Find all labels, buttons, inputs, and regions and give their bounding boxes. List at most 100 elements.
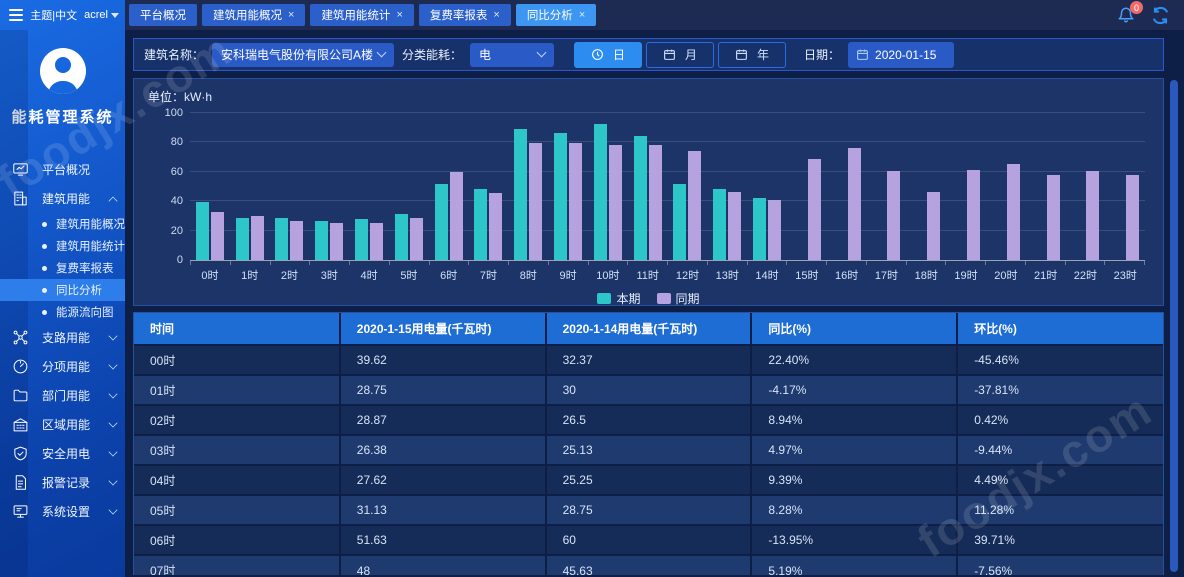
bar-同期-23时[interactable] [1126, 174, 1140, 260]
building-select[interactable]: 安科瑞电气股份有限公司A楼 [212, 42, 395, 67]
bar-同期-3时[interactable] [330, 223, 344, 260]
bar-本期-1时[interactable] [235, 217, 249, 260]
sidebar-item-系统设置[interactable]: 系统设置 [0, 497, 125, 526]
x-axis-label: 8时 [519, 270, 537, 282]
bar-同期-20时[interactable] [1006, 164, 1020, 260]
bar-同期-2时[interactable] [290, 221, 304, 260]
bar-同期-1时[interactable] [250, 215, 264, 260]
sidebar-subitem-建筑用能统计[interactable]: 建筑用能统计 [0, 235, 125, 257]
range-button-月[interactable]: 月 [646, 41, 715, 68]
table-cell: 5.19% [751, 554, 959, 575]
x-axis-label: 18时 [914, 270, 938, 282]
bar-同期-11时[interactable] [648, 144, 662, 260]
x-axis-labels: 0时 1时 2时 3时 4时 5时 6时 7时 8时 9时 10时 11时 12时 13时 14时 15时 16… [190, 267, 1145, 283]
bar-本期-10时[interactable] [593, 124, 607, 260]
bar-本期-4时[interactable] [355, 219, 369, 260]
bar-同期-13时[interactable] [728, 192, 742, 260]
tab-close-icon[interactable]: × [288, 8, 295, 21]
bar-同期-6时[interactable] [449, 171, 463, 260]
tab-close-icon[interactable]: × [493, 8, 500, 21]
user-menu[interactable]: acrel [84, 9, 119, 21]
sidebar-item-分项用能[interactable]: 分项用能 [0, 352, 125, 381]
bar-同期-0时[interactable] [210, 212, 224, 260]
column-header: 2020-1-14用电量(千瓦时) [545, 313, 753, 345]
sidebar-subitem-复费率报表[interactable]: 复费率报表 [0, 257, 125, 279]
bar-group-10时 [588, 113, 628, 260]
energy-type-select[interactable]: 电 [470, 42, 555, 67]
sidebar-item-支路用能[interactable]: 支路用能 [0, 323, 125, 352]
bar-同期-21时[interactable] [1046, 174, 1060, 260]
sidebar-item-区域用能[interactable]: 区域用能 [0, 410, 125, 439]
tab-建筑用能统计[interactable]: 建筑用能统计 × [310, 4, 414, 26]
sidebar-item-建筑用能[interactable]: 建筑用能 [0, 184, 125, 213]
sidebar-subitem-能源流向图[interactable]: 能源流向图 [0, 301, 125, 323]
sidebar-item-安全用电[interactable]: 安全用电 [0, 439, 125, 468]
energy-type-label: 分类能耗： [402, 48, 463, 62]
hamburger-menu-icon[interactable] [9, 9, 24, 21]
bar-本期-3时[interactable] [315, 221, 329, 260]
tab-close-icon[interactable]: × [578, 8, 586, 21]
refresh-icon[interactable] [1151, 6, 1170, 25]
bar-同期-4时[interactable] [370, 222, 384, 260]
bar-本期-14时[interactable] [753, 197, 767, 260]
bar-同期-10时[interactable] [608, 144, 622, 260]
bar-本期-12时[interactable] [673, 183, 687, 260]
table-row: 00时 39.62 32.37 22.40% -45.46% [134, 344, 1163, 375]
sidebar-item-报警记录[interactable]: 报警记录 [0, 468, 125, 497]
bar-同期-7时[interactable] [489, 192, 503, 260]
filter-bar: 建筑名称： 安科瑞电气股份有限公司A楼 分类能耗： 电 日 月 年 日期： 2020… [133, 38, 1164, 71]
tab-同比分析[interactable]: 同比分析 × [515, 4, 597, 26]
range-button-日[interactable]: 日 [574, 41, 643, 68]
bar-本期-9时[interactable] [554, 132, 568, 260]
legend-item-本期[interactable]: 本期 [597, 290, 641, 307]
bar-本期-7时[interactable] [474, 189, 488, 260]
bar-group-18时 [906, 113, 946, 260]
theme-language-switch[interactable]: 主题|中文 [30, 10, 78, 22]
bar-同期-12时[interactable] [688, 150, 702, 260]
chevron-down-icon [111, 12, 119, 18]
notification-bell-icon[interactable]: 0 [1117, 1, 1143, 24]
date-picker[interactable]: 2020-01-15 [848, 41, 955, 68]
table-cell: 28.75 [339, 374, 547, 405]
bar-同期-15时[interactable] [807, 159, 821, 260]
bar-本期-2时[interactable] [275, 217, 289, 260]
sidebar-subitem-label: 建筑用能概况 [56, 219, 125, 231]
bar-同期-22时[interactable] [1086, 171, 1100, 260]
bar-同期-14时[interactable] [768, 199, 782, 260]
tab-平台概况[interactable]: 平台概况 [129, 4, 197, 26]
legend-item-同期[interactable]: 同期 [656, 290, 700, 307]
sidebar-subitem-建筑用能概况[interactable]: 建筑用能概况 [0, 213, 125, 235]
tab-close-icon[interactable]: × [396, 8, 403, 21]
bar-同期-18时[interactable] [927, 192, 941, 260]
tab-建筑用能概况[interactable]: 建筑用能概况 × [202, 4, 306, 26]
bar-同期-16时[interactable] [847, 148, 861, 260]
bar-本期-6时[interactable] [434, 184, 448, 260]
bar-本期-0时[interactable] [195, 201, 209, 260]
bar-本期-8时[interactable] [514, 129, 528, 260]
x-axis-label: 9时 [559, 270, 577, 282]
bar-同期-5时[interactable] [409, 217, 423, 260]
sidebar-item-平台概况[interactable]: 平台概况 [0, 155, 125, 184]
chevron-down-icon [108, 360, 118, 370]
tab-label: 同比分析 [526, 10, 573, 22]
table-cell: 22.40% [751, 344, 959, 375]
x-axis-label: 21时 [1034, 270, 1058, 282]
tab-label: 平台概况 [140, 10, 186, 22]
x-axis-label: 2时 [280, 270, 299, 282]
bar-同期-8时[interactable] [529, 143, 543, 260]
bar-本期-11时[interactable] [633, 135, 647, 260]
sidebar-menu: 平台概况 建筑用能建筑用能概况建筑用能统计 复费率报表 同比分析 能源流向图 支路用能 分项… [0, 155, 125, 526]
sidebar-subitem-同比分析[interactable]: 同比分析 [0, 279, 125, 301]
bar-同期-19时[interactable] [967, 169, 981, 260]
bar-group-13时 [707, 113, 747, 260]
bar-同期-17时[interactable] [887, 171, 901, 260]
bar-同期-9时[interactable] [569, 143, 583, 260]
bar-本期-5时[interactable] [394, 214, 408, 260]
tab-复费率报表[interactable]: 复费率报表 × [418, 4, 511, 26]
bar-本期-13时[interactable] [713, 189, 727, 260]
range-button-年[interactable]: 年 [718, 41, 787, 68]
clock-icon [591, 48, 604, 61]
vertical-scrollbar-thumb[interactable] [1170, 80, 1178, 572]
bar-group-14时 [747, 113, 787, 260]
sidebar-item-部门用能[interactable]: 部门用能 [0, 381, 125, 410]
